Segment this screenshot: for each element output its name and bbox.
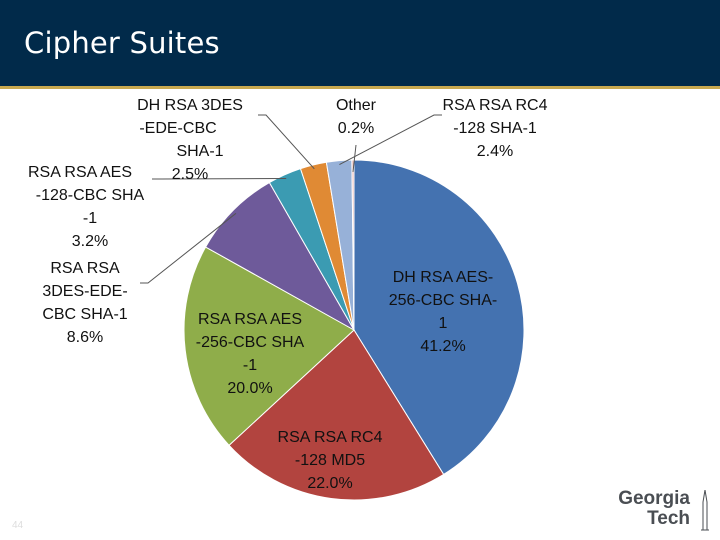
- georgia-tech-logo: Georgia Tech: [618, 488, 714, 534]
- pie-slice-rsa-rsa-rc4-128-md5: [228, 329, 445, 501]
- leader-line-rsa-rsa-aes-128-cbc-sha-1: [152, 178, 287, 180]
- pie-slices: [183, 159, 525, 501]
- leader-line-rsa-rsa-rc4-128-sha-1: [339, 114, 442, 166]
- slice-label-rsa-rsa-rc4-128-md5: RSA RSA RC4 -128 MD5 22.0%: [278, 429, 383, 492]
- tech-tower-icon: [701, 490, 709, 531]
- pie-slice-rsa-rsa-aes-256-cbc-sha-1: [183, 246, 355, 447]
- title-bar: Cipher Suites: [0, 0, 720, 86]
- slide-number: 44: [12, 520, 24, 531]
- leader-line-other: [352, 144, 357, 173]
- logo-line-georgia: Georgia: [618, 488, 690, 509]
- slice-label-dh-rsa-aes-256-cbc-sha-1: DH RSA AES-256-CBC SHA-1 41.2%: [389, 269, 497, 355]
- leader-line-rsa-rsa-3des-ede-cbc-sha-1: [140, 212, 237, 284]
- slice-label-other: Other 0.2%: [336, 97, 377, 137]
- slide-title: Cipher Suites: [24, 26, 220, 60]
- pie-slice-rsa-rsa-3des-ede-cbc-sha-1: [204, 181, 356, 332]
- logo-line-tech: Tech: [647, 508, 690, 529]
- pie-labels: DH RSA AES-256-CBC SHA-1 41.2% RSA RSA RC4…: [28, 97, 548, 492]
- slice-label-rsa-rsa-rc4-128-sha-1: RSA RSA RC4 -128 SHA-1 2.4%: [443, 97, 548, 160]
- slice-label-rsa-rsa-3des-ede-cbc-sha-1: RSA RSA 3DES-EDE-CBC SHA-1 8.6%: [42, 260, 127, 346]
- title-divider: [0, 86, 720, 89]
- slice-label-rsa-rsa-aes-128-cbc-sha-1: RSA RSA AES -128-CBC SHA -1 3.2%: [28, 164, 145, 250]
- pie-slice-dh-rsa-aes-256-cbc-sha-1: [353, 159, 525, 476]
- slice-label-rsa-rsa-aes-256-cbc-sha-1: RSA RSA AES -256-CBC SHA -1 20.0%: [196, 311, 305, 397]
- slice-label-dh-rsa-3des-ede-cbc-sha-1: DH RSA 3DES -EDE-CBC SHA-1 2.5%: [137, 97, 243, 183]
- leader-line-dh-rsa-3des-ede-cbc-sha-1: [258, 114, 315, 170]
